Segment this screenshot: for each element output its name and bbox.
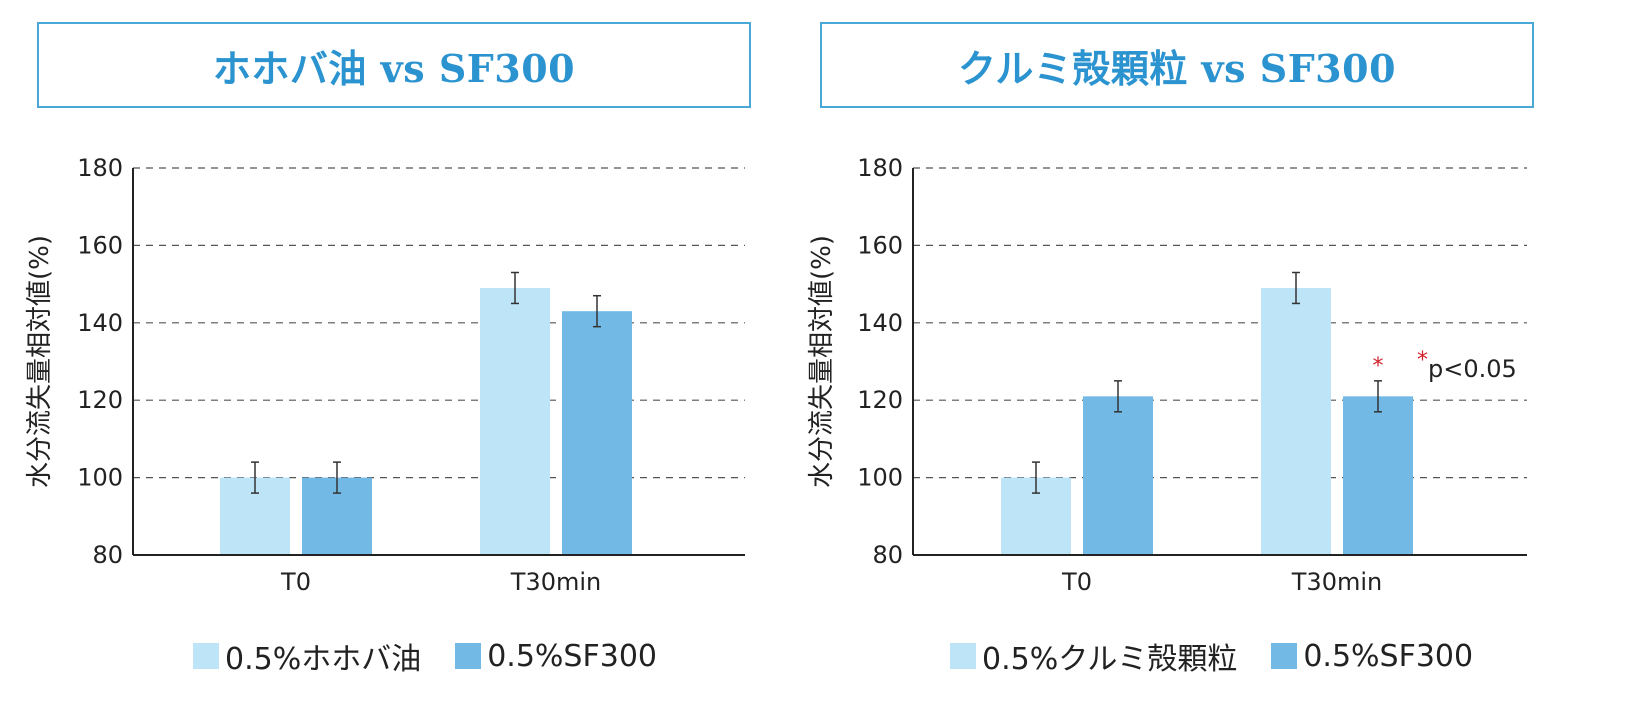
y-tick-label: 80	[872, 541, 903, 569]
y-axis-label: 水分流失量相対値(%)	[807, 235, 837, 488]
category-label-T30min: T30min	[1291, 568, 1382, 596]
y-tick-label: 160	[77, 231, 123, 259]
legend-swatch-series2	[455, 643, 482, 669]
legend-item-series2: 0.5%SF300	[1271, 639, 1473, 674]
y-tick-label: 120	[857, 386, 903, 414]
category-label-T0: T0	[1061, 568, 1092, 596]
significance-note-text: p<0.05	[1428, 355, 1517, 383]
right-chart-title: クルミ殻顆粒 vs SF300	[820, 22, 1534, 108]
bar-T0-series2	[1083, 396, 1153, 555]
significance-note: *p<0.05	[1417, 348, 1517, 383]
left-legend: 0.5%ホホバ油 0.5%SF300	[193, 634, 691, 678]
legend-label-series1: 0.5%クルミ殻顆粒	[982, 642, 1238, 677]
right-legend: 0.5%クルミ殻顆粒 0.5%SF300	[950, 634, 1507, 678]
bar-T30min-series2	[562, 311, 632, 555]
y-tick-label: 100	[77, 464, 123, 492]
left-panel: ホホバ油 vs SF300 80 100 120 140 160 180 水分流失量相対値(…	[0, 0, 820, 718]
y-tick-label: 120	[77, 386, 123, 414]
significance-note-star: *	[1417, 348, 1428, 373]
legend-label-series1: 0.5%ホホバ油	[225, 642, 422, 677]
significance-star: *	[1373, 354, 1384, 379]
category-label-T30min: T30min	[510, 568, 601, 596]
y-tick-label: 180	[77, 154, 123, 182]
legend-swatch-series1	[193, 643, 219, 669]
y-tick-label: 180	[857, 154, 903, 182]
bar-T30min-series1	[480, 287, 550, 555]
legend-item-series1: 0.5%ホホバ油	[193, 634, 421, 678]
y-axis-label: 水分流失量相対値(%)	[25, 235, 55, 488]
bar-T30min-series1	[1261, 287, 1331, 555]
legend-swatch-series2	[1271, 643, 1298, 669]
y-tick-label: 160	[857, 231, 903, 259]
legend-item-series2: 0.5%SF300	[455, 639, 657, 674]
left-chart-title: ホホバ油 vs SF300	[37, 22, 751, 108]
bar-T30min-series2	[1343, 396, 1413, 555]
right-panel: クルミ殻顆粒 vs SF300 80 100 120 140 160 180 水分流失量相対…	[807, 0, 1640, 718]
y-tick-label: 80	[92, 541, 123, 569]
legend-item-series1: 0.5%クルミ殻顆粒	[950, 634, 1237, 678]
category-label-T0: T0	[280, 568, 311, 596]
legend-label-series2: 0.5%SF300	[487, 638, 657, 674]
left-chart: 80 100 120 140 160 180 水分流失量相対値(%) T0 T30min	[25, 154, 745, 596]
y-tick-label: 140	[857, 309, 903, 337]
y-tick-label: 140	[77, 309, 123, 337]
legend-swatch-series1	[950, 643, 976, 669]
legend-label-series2: 0.5%SF300	[1303, 638, 1474, 674]
y-tick-label: 100	[857, 464, 903, 492]
